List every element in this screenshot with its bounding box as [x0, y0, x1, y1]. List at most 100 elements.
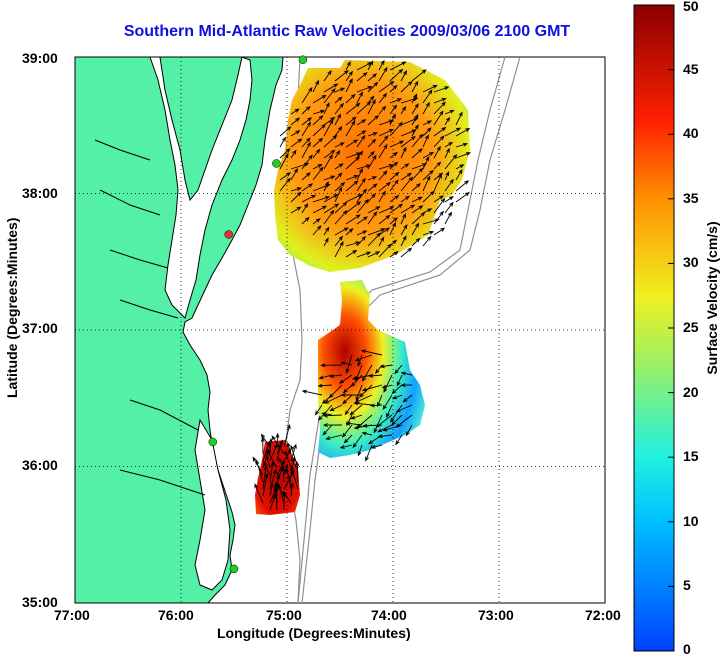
colorbar-tick-label: 0 — [683, 641, 691, 657]
velocity-arrow — [455, 111, 463, 126]
velocity-arrow — [367, 81, 379, 93]
velocity-arrow — [389, 84, 398, 93]
velocity-arrow — [444, 211, 452, 225]
colorbar-tick-label: 10 — [683, 512, 699, 529]
velocity-arrow — [368, 373, 383, 378]
velocity-arrow — [422, 134, 429, 148]
velocity-arrow — [324, 394, 343, 404]
velocity-arrow — [367, 60, 374, 71]
velocity-arrow — [318, 374, 333, 380]
velocity-arrow — [422, 84, 438, 93]
velocity-arrow — [389, 239, 398, 247]
velocity-arrow — [411, 222, 420, 236]
velocity-arrow — [444, 195, 454, 203]
velocity-arrow — [349, 404, 363, 416]
velocity-arrow — [345, 241, 361, 247]
velocity-arrow — [279, 172, 292, 181]
velocity-arrow — [422, 101, 430, 115]
velocity-arrow — [360, 349, 383, 356]
velocity-arrow — [444, 171, 450, 181]
velocity-arrow — [312, 109, 326, 115]
velocity-arrow — [323, 149, 336, 159]
velocity-arrow — [356, 216, 369, 225]
velocity-arrow — [334, 186, 343, 203]
velocity-arrow — [269, 493, 276, 511]
velocity-arrow — [312, 166, 324, 181]
velocity-arrow — [383, 374, 393, 393]
velocity-arrow — [433, 86, 450, 93]
velocity-arrow — [356, 134, 366, 148]
velocity-arrow — [392, 394, 403, 400]
velocity-arrow — [422, 151, 435, 159]
velocity-arrow — [389, 98, 403, 104]
velocity-arrow — [283, 424, 291, 448]
velocity-arrow — [323, 119, 334, 137]
velocity-arrow — [345, 120, 356, 137]
velocity-arrow — [411, 167, 424, 181]
velocity-arrow — [378, 59, 385, 71]
velocity-arrow — [269, 461, 275, 483]
velocity-arrow — [301, 389, 323, 396]
velocity-arrow — [389, 161, 399, 170]
velocity-arrow — [279, 126, 292, 137]
velocity-arrow — [444, 109, 455, 115]
velocity-arrow — [422, 89, 433, 104]
velocity-arrow — [444, 141, 454, 148]
colorbar-tick-label: 25 — [683, 319, 699, 335]
velocity-arrow — [301, 202, 309, 214]
colorbar-tick-label: 30 — [683, 254, 699, 271]
velocity-arrow — [334, 235, 344, 247]
velocity-arrow — [356, 188, 367, 203]
velocity-arrow — [367, 228, 386, 236]
velocity-arrow — [312, 115, 324, 126]
velocity-arrow — [444, 127, 462, 137]
velocity-arrow — [356, 167, 363, 181]
velocity-arrow — [334, 172, 343, 181]
velocity-arrow — [265, 454, 271, 469]
velocity-arrow — [411, 124, 419, 137]
velocity-vectors — [252, 59, 472, 511]
velocity-arrow — [361, 364, 373, 382]
velocity-arrow — [323, 203, 340, 214]
velocity-arrow — [328, 384, 343, 399]
velocity-arrow — [322, 423, 343, 428]
velocity-arrow — [312, 225, 322, 236]
velocity-arrow — [433, 135, 445, 148]
velocity-arrow — [433, 210, 444, 225]
velocity-arrow — [334, 227, 349, 236]
velocity-arrow — [365, 444, 373, 462]
velocity-arrow — [395, 434, 403, 446]
velocity-arrow — [391, 384, 403, 394]
velocity-arrow — [400, 195, 410, 203]
velocity-arrow — [382, 394, 393, 411]
velocity-arrow — [345, 194, 363, 203]
colorbar-label: Surface Velocity (cm/s) — [704, 221, 720, 375]
velocity-arrow — [377, 394, 383, 408]
velocity-arrow — [400, 172, 413, 181]
velocity-arrow — [444, 201, 454, 214]
x-tick: 74:00 — [371, 607, 407, 623]
velocity-arrow — [455, 191, 470, 203]
velocity-arrow — [391, 414, 403, 426]
velocity-arrow — [395, 414, 413, 428]
velocity-arrow — [345, 78, 353, 93]
velocity-arrow — [411, 205, 424, 214]
velocity-arrow — [345, 156, 361, 170]
velocity-arrow — [345, 116, 357, 126]
velocity-arrow — [354, 354, 373, 362]
velocity-arrow — [381, 384, 393, 389]
velocity-arrow — [370, 444, 383, 449]
grid-lines — [75, 57, 605, 603]
velocity-arrow — [312, 79, 320, 93]
velocity-arrow — [301, 105, 311, 115]
velocity-arrow — [367, 251, 381, 258]
velocity-arrow — [334, 210, 348, 225]
velocity-arrow — [271, 435, 285, 455]
velocity-arrow — [422, 208, 433, 214]
velocity-arrow — [378, 206, 395, 214]
velocity-arrow — [345, 102, 361, 115]
velocity-arrow — [367, 193, 376, 203]
velocity-arrow — [411, 182, 421, 192]
velocity-arrow — [344, 404, 353, 416]
